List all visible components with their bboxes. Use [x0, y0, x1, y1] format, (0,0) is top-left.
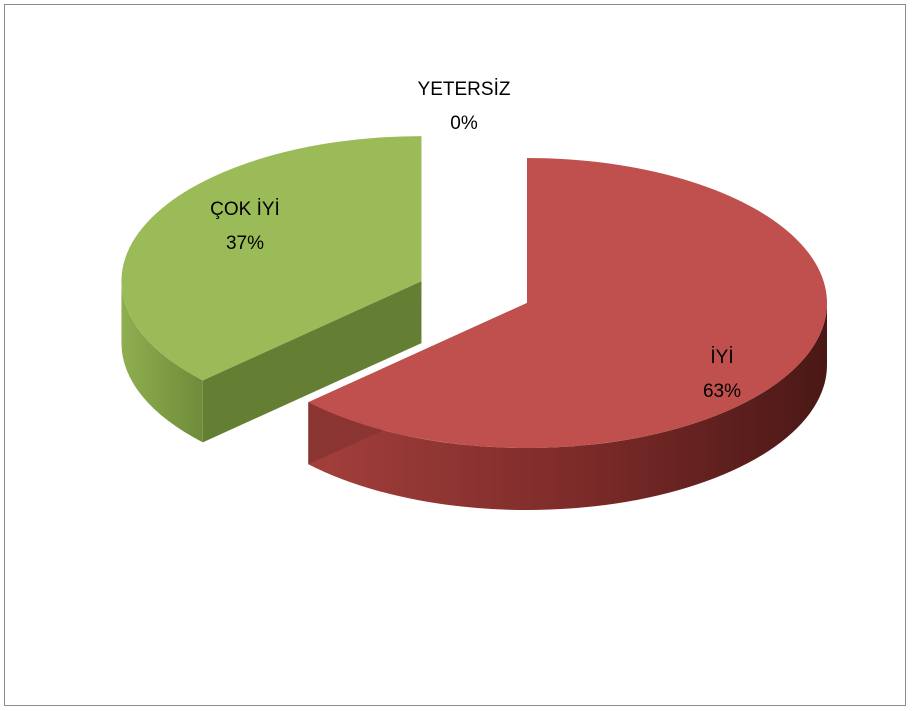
pie-chart: YETERSİZ 0% İYİ 63% ÇOK İYİ 37%	[121, 79, 827, 510]
slice-label-iyi: İYİ	[710, 347, 733, 368]
pie-slice-top	[121, 136, 422, 381]
chart-frame: YETERSİZ 0% İYİ 63% ÇOK İYİ 37%	[4, 4, 906, 706]
pie-slice-top	[308, 158, 827, 448]
pie-slice-i-yi	[308, 158, 827, 510]
pie-slice-ok-i-yi	[121, 136, 422, 443]
pie-slice-side-wall	[308, 303, 827, 510]
slice-percent-yetersiz: 0%	[450, 113, 478, 134]
slice-percent-iyi: 63%	[703, 381, 741, 402]
pie-slice-side-wall	[121, 281, 203, 443]
slice-label-cok-iyi: ÇOK İYİ	[210, 199, 280, 220]
pie-slice-cut-wall	[202, 281, 422, 443]
slice-percent-cok-iyi: 37%	[226, 233, 264, 254]
slice-label-yetersiz: YETERSİZ	[418, 79, 511, 100]
labels-layer: YETERSİZ 0% İYİ 63% ÇOK İYİ 37%	[210, 79, 741, 402]
slices-layer	[121, 136, 827, 510]
